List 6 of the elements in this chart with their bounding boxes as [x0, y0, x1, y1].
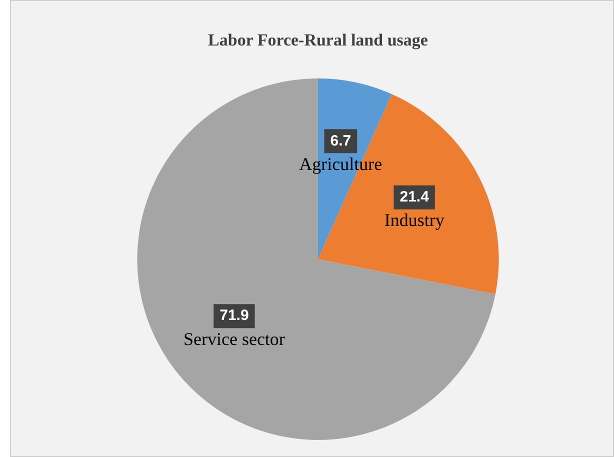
- data-label: 6.7: [330, 132, 352, 150]
- slice-label: Industry: [384, 210, 444, 230]
- data-label: 71.9: [220, 307, 249, 324]
- data-label: 21.4: [400, 188, 430, 206]
- slice-label: Service sector: [183, 328, 285, 349]
- chart-title: Labor Force-Rural land usage: [208, 30, 428, 50]
